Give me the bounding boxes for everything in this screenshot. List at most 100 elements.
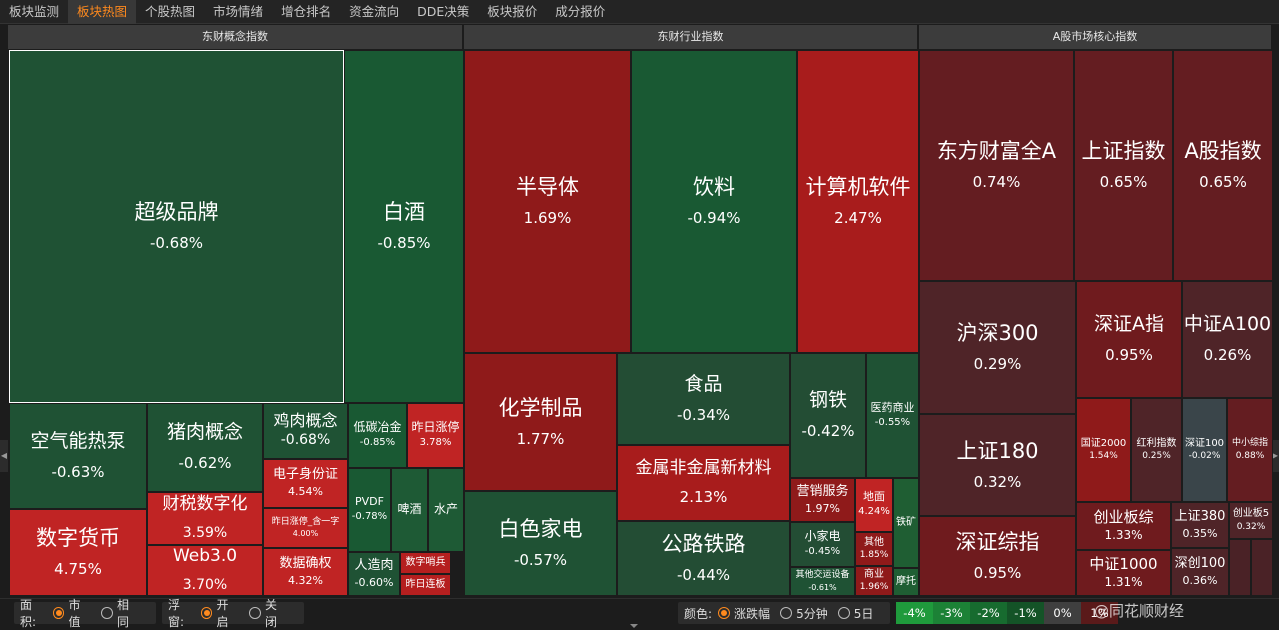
tile-market-10[interactable]: 中小综指 0.88% <box>1227 398 1273 502</box>
tab-8[interactable]: 成分报价 <box>555 4 606 19</box>
tile-market-1[interactable]: 上证指数 0.65% <box>1074 50 1173 281</box>
tile-industry-7[interactable]: 金属非金属新材料 2.13% <box>617 445 790 521</box>
tile-percent: -0.57% <box>513 551 568 570</box>
tile-industry-3[interactable]: 化学制品 1.77% <box>464 353 617 491</box>
tile-industry-9[interactable]: 营销服务 1.97% <box>790 478 855 522</box>
tile-industry-13[interactable]: 铁矿 <box>893 478 919 568</box>
tab-5[interactable]: 资金流向 <box>349 4 400 19</box>
tile-percent: 4.32% <box>288 573 323 587</box>
tile-industry-2[interactable]: 计算机软件 2.47% <box>797 50 919 353</box>
tile-name: 深证100 <box>1184 437 1225 449</box>
tile-percent: 0.88% <box>1235 450 1265 461</box>
tab-6[interactable]: DDE决策 <box>417 4 470 19</box>
tile-market-13[interactable]: 创业板5 0.32% <box>1229 502 1273 539</box>
tile-market-0[interactable]: 东方财富全A 0.74% <box>919 50 1074 281</box>
tile-percent: -0.85% <box>359 437 396 449</box>
tile-industry-0[interactable]: 半导体 1.69% <box>464 50 631 353</box>
float-on-radio[interactable] <box>200 607 213 619</box>
color-5min-radio[interactable] <box>780 607 793 619</box>
tile-name: 深创100 <box>1174 555 1226 571</box>
tile-market-2[interactable]: A股指数 0.65% <box>1173 50 1273 281</box>
tile-market-3[interactable]: 沪深300 0.29% <box>919 281 1076 414</box>
area-marketcap-label[interactable]: 市值 <box>68 598 81 629</box>
tile-filler[interactable] <box>1251 539 1273 596</box>
tile-percent: 1.77% <box>516 429 565 448</box>
tile-industry-12[interactable]: 其他 1.85% <box>855 532 893 566</box>
tile-market-11[interactable]: 创业板综 1.33% <box>1076 502 1171 550</box>
tile-concept-14[interactable]: 啤酒 <box>391 468 428 552</box>
tile-market-14[interactable]: 深证综指 0.95% <box>919 516 1076 596</box>
tile-concept-6[interactable]: 昨日涨停 3.78% <box>407 403 464 468</box>
tile-filler[interactable] <box>1229 539 1251 596</box>
tile-percent: 0.32% <box>973 472 1022 491</box>
tile-industry-16[interactable]: 商业 1.96% <box>855 566 893 596</box>
tile-percent: 0.74% <box>972 173 1021 192</box>
tile-market-8[interactable]: 红利指数 0.25% <box>1131 398 1182 502</box>
tile-market-4[interactable]: 深证A指 0.95% <box>1076 281 1182 398</box>
tile-industry-14[interactable]: 公路铁路 -0.44% <box>617 521 790 596</box>
tile-concept-11[interactable]: 昨日涨停_含一字 4.00% <box>263 508 348 548</box>
tile-concept-13[interactable]: PVDF -0.78% <box>348 468 391 552</box>
tab-2[interactable]: 个股热图 <box>145 4 196 19</box>
area-equal-radio[interactable] <box>101 607 114 619</box>
tile-industry-17[interactable]: 摩托 <box>893 568 919 596</box>
area-equal-label[interactable]: 相同 <box>117 598 130 629</box>
tile-market-7[interactable]: 国证2000 1.54% <box>1076 398 1131 502</box>
color-5day-label[interactable]: 5日 <box>853 606 874 621</box>
scroll-right-arrow-icon[interactable]: ▶ <box>1271 440 1279 472</box>
tab-3[interactable]: 市场情绪 <box>213 4 264 19</box>
tile-industry-5[interactable]: 钢铁 -0.42% <box>790 353 866 478</box>
tile-concept-16[interactable]: 人造肉 -0.60% <box>348 552 400 596</box>
tile-market-15[interactable]: 中证1000 1.31% <box>1076 550 1171 596</box>
color-5min-label[interactable]: 5分钟 <box>796 606 828 621</box>
color-change-radio[interactable] <box>718 607 731 619</box>
tile-industry-10[interactable]: 地面 4.24% <box>855 478 893 532</box>
tile-industry-11[interactable]: 小家电 -0.45% <box>790 522 855 567</box>
tile-percent: -0.55% <box>874 416 911 428</box>
tile-industry-4[interactable]: 食品 -0.34% <box>617 353 790 445</box>
tile-concept-5[interactable]: 低碳冶金 -0.85% <box>348 403 407 468</box>
tile-concept-18[interactable]: 昨日连板 <box>400 574 451 596</box>
tile-market-5[interactable]: 中证A100 0.26% <box>1182 281 1273 398</box>
tile-industry-15[interactable]: 其他交运设备 -0.61% <box>790 567 855 596</box>
legend-swatch: 1% <box>1081 602 1118 624</box>
tile-concept-8[interactable]: 数字货币 4.75% <box>9 509 147 596</box>
float-on-label[interactable]: 开启 <box>216 598 229 629</box>
tab-0[interactable]: 板块监测 <box>9 4 60 19</box>
float-off-radio[interactable] <box>249 607 262 619</box>
color-change-label[interactable]: 涨跌幅 <box>734 606 771 621</box>
tile-concept-10[interactable]: Web3.0 3.70% <box>147 545 263 596</box>
tile-concept-12[interactable]: 数据确权 4.32% <box>263 548 348 596</box>
tile-concept-17[interactable]: 数字哨兵 <box>400 552 451 574</box>
tile-percent: -0.68% <box>280 432 331 449</box>
tile-market-6[interactable]: 上证180 0.32% <box>919 414 1076 516</box>
tile-concept-0[interactable]: 超级品牌 -0.68% <box>9 50 344 403</box>
section-header-industry: 东财行业指数 <box>464 25 919 49</box>
tile-concept-15[interactable]: 水产 <box>428 468 464 552</box>
tile-market-9[interactable]: 深证100 -0.02% <box>1182 398 1227 502</box>
tile-concept-3[interactable]: 猪肉概念 -0.62% <box>147 403 263 492</box>
float-off-label[interactable]: 关闭 <box>265 598 278 629</box>
tile-percent: -0.02% <box>1188 451 1221 462</box>
tile-market-16[interactable]: 深创100 0.36% <box>1171 548 1229 596</box>
area-marketcap-radio[interactable] <box>52 607 65 619</box>
tile-concept-9[interactable]: 财税数字化 3.59% <box>147 492 263 545</box>
tile-industry-6[interactable]: 医药商业 -0.55% <box>866 353 919 478</box>
tile-percent: 1.33% <box>1104 528 1143 543</box>
tile-concept-2[interactable]: 空气能热泵 -0.63% <box>9 403 147 509</box>
tile-industry-8[interactable]: 白色家电 -0.57% <box>464 491 617 596</box>
tile-industry-1[interactable]: 饮料 -0.94% <box>631 50 797 353</box>
tile-market-12[interactable]: 上证380 0.35% <box>1171 502 1229 548</box>
tab-7[interactable]: 板块报价 <box>487 4 538 19</box>
tile-concept-4[interactable]: 鸡肉概念 -0.68% <box>263 403 348 459</box>
tile-concept-7[interactable]: 电子身份证 4.54% <box>263 459 348 508</box>
tile-concept-1[interactable]: 白酒 -0.85% <box>344 50 464 403</box>
scroll-left-arrow-icon[interactable]: ◀ <box>0 440 8 472</box>
tile-name: 昨日涨停 <box>411 420 460 435</box>
tab-1[interactable]: 板块热图 <box>68 0 137 24</box>
tile-percent: 1.96% <box>859 582 889 593</box>
float-label: 浮窗: <box>168 598 185 629</box>
tab-4[interactable]: 增仓排名 <box>281 4 332 19</box>
expand-down-arrow-icon[interactable] <box>630 624 638 628</box>
color-5day-radio[interactable] <box>837 607 850 619</box>
